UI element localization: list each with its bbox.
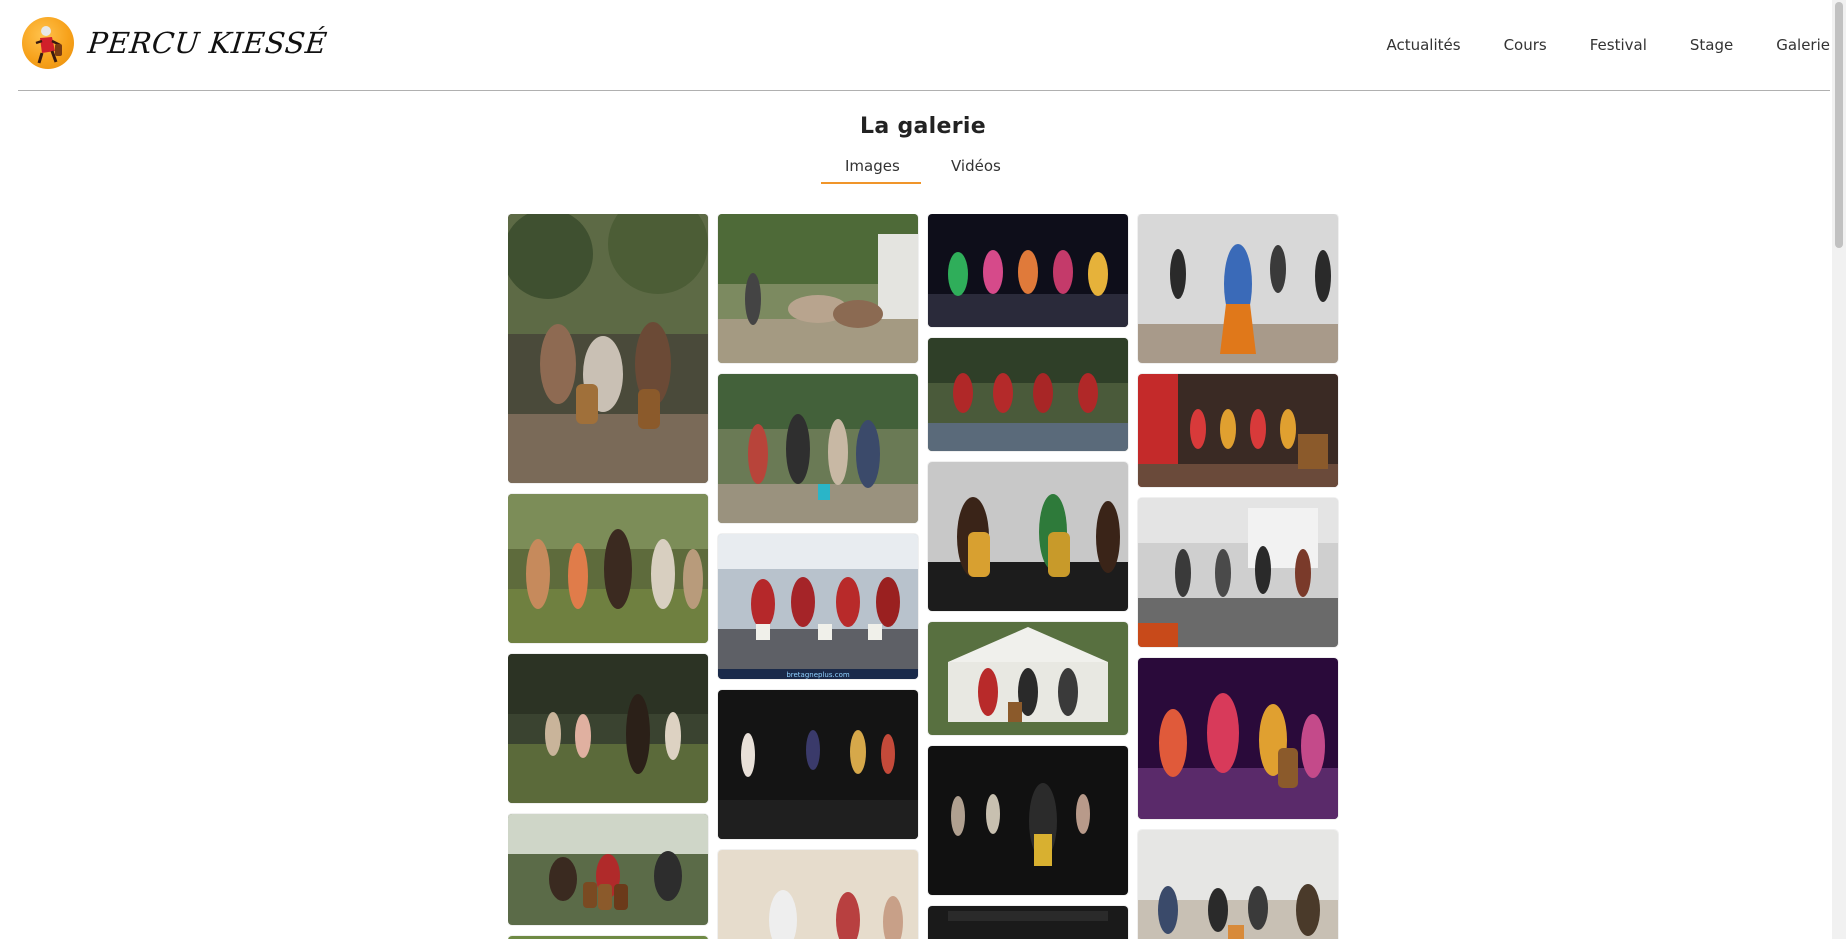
gallery-photo[interactable] bbox=[718, 374, 918, 523]
photo-watermark: bretagneplus.com bbox=[786, 671, 850, 679]
gallery-photo[interactable] bbox=[1138, 658, 1338, 819]
tab-videos[interactable]: Vidéos bbox=[951, 157, 1001, 175]
site-header: PERCU KIESSÉ Actualités Cours Festival S… bbox=[18, 0, 1830, 91]
gallery-photo[interactable] bbox=[508, 214, 708, 483]
page-scrollbar[interactable] bbox=[1832, 0, 1846, 939]
gallery-photo[interactable] bbox=[928, 622, 1128, 735]
gallery-photo[interactable] bbox=[928, 338, 1128, 451]
photo-grid: bretagneplus.com bbox=[508, 214, 1340, 939]
gallery-photo[interactable] bbox=[508, 814, 708, 925]
gallery-photo[interactable] bbox=[1138, 214, 1338, 363]
nav-item-festival[interactable]: Festival bbox=[1589, 36, 1647, 54]
nav-item-actualites[interactable]: Actualités bbox=[1386, 36, 1461, 54]
gallery-photo[interactable] bbox=[508, 936, 708, 939]
gallery-photo[interactable] bbox=[508, 654, 708, 803]
gallery-photo[interactable] bbox=[718, 850, 918, 939]
logo-link[interactable]: PERCU KIESSÉ bbox=[22, 17, 329, 69]
nav-item-galerie[interactable]: Galerie bbox=[1776, 36, 1830, 54]
gallery-photo[interactable] bbox=[718, 690, 918, 839]
gallery-photo[interactable] bbox=[928, 746, 1128, 895]
tab-images[interactable]: Images bbox=[845, 157, 900, 175]
gallery-photo[interactable] bbox=[928, 214, 1128, 327]
brand-name: PERCU KIESSÉ bbox=[86, 26, 329, 60]
drummer-logo-icon bbox=[22, 17, 74, 69]
gallery-photo[interactable]: bretagneplus.com bbox=[718, 534, 918, 679]
main-nav: Actualités Cours Festival Stage Galerie bbox=[1343, 36, 1830, 54]
page-title: La galerie bbox=[860, 114, 986, 139]
gallery-tabs: Images Vidéos bbox=[821, 157, 1031, 185]
active-tab-underline bbox=[821, 182, 921, 184]
gallery-photo[interactable] bbox=[928, 462, 1128, 611]
gallery-photo[interactable] bbox=[1138, 374, 1338, 487]
gallery-photo[interactable] bbox=[718, 214, 918, 363]
nav-item-stage[interactable]: Stage bbox=[1689, 36, 1734, 54]
nav-item-cours[interactable]: Cours bbox=[1503, 36, 1547, 54]
gallery-photo[interactable] bbox=[1138, 830, 1338, 939]
gallery-photo[interactable] bbox=[928, 906, 1128, 939]
gallery-photo[interactable] bbox=[1138, 498, 1338, 647]
gallery-photo[interactable] bbox=[508, 494, 708, 643]
scrollbar-thumb[interactable] bbox=[1835, 2, 1843, 248]
